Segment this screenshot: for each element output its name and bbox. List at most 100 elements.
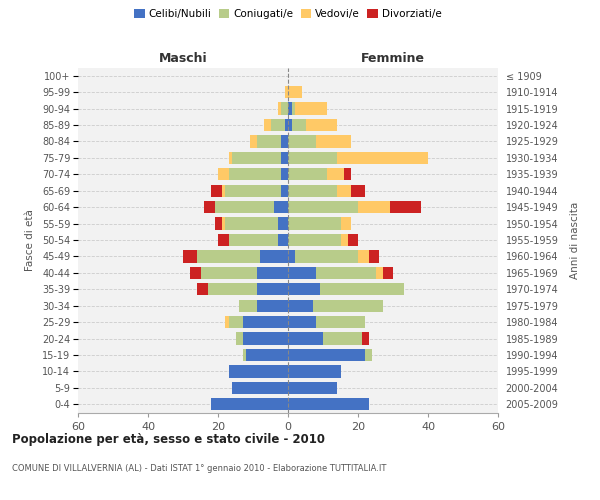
Bar [288,218,341,230]
Bar [281,136,288,147]
Text: Maschi: Maschi [158,52,208,65]
Bar [200,266,257,279]
Bar [341,218,351,230]
Text: Femmine: Femmine [361,52,425,65]
Bar [316,316,365,328]
Bar [326,168,344,180]
Bar [337,184,351,197]
Bar [288,316,316,328]
Bar [277,234,288,246]
Bar [242,332,288,344]
Y-axis label: Anni di nascita: Anni di nascita [569,202,580,278]
Bar [242,316,288,328]
Bar [218,168,229,180]
Bar [197,250,260,262]
Bar [288,234,341,246]
Bar [284,86,288,99]
Bar [277,218,288,230]
Bar [271,119,284,131]
Bar [347,234,358,246]
Bar [316,266,376,279]
Bar [344,168,351,180]
Bar [257,266,288,279]
Bar [288,349,365,361]
Bar [288,119,292,131]
Bar [281,184,288,197]
Bar [242,349,246,361]
Bar [232,382,288,394]
Y-axis label: Fasce di età: Fasce di età [25,209,35,271]
Bar [281,168,288,180]
Bar [284,119,288,131]
Bar [389,201,421,213]
Bar [257,300,288,312]
Bar [288,86,302,99]
Legend: Celibi/Nubili, Coniugati/e, Vedovi/e, Divorziati/e: Celibi/Nubili, Coniugati/e, Vedovi/e, Di… [130,5,446,24]
Bar [288,152,337,164]
Bar [316,136,351,147]
Bar [221,184,225,197]
Bar [197,283,208,296]
Bar [225,184,281,197]
Text: COMUNE DI VILLALVERNIA (AL) - Dati ISTAT 1° gennaio 2010 - Elaborazione TUTTITAL: COMUNE DI VILLALVERNIA (AL) - Dati ISTAT… [12,464,386,473]
Bar [288,366,341,378]
Bar [211,184,221,197]
Bar [229,234,277,246]
Bar [288,201,358,213]
Bar [246,349,288,361]
Bar [257,283,288,296]
Bar [376,266,383,279]
Bar [313,300,383,312]
Bar [323,332,361,344]
Bar [204,201,215,213]
Bar [190,266,200,279]
Bar [221,218,225,230]
Bar [225,316,229,328]
Bar [337,152,428,164]
Bar [229,316,242,328]
Bar [263,119,271,131]
Bar [288,283,320,296]
Bar [250,136,257,147]
Bar [368,250,379,262]
Bar [218,234,229,246]
Bar [295,250,358,262]
Bar [288,168,326,180]
Bar [295,102,326,115]
Bar [225,218,277,230]
Bar [208,283,257,296]
Bar [288,300,313,312]
Bar [281,102,288,115]
Bar [365,349,372,361]
Bar [215,201,274,213]
Bar [305,119,337,131]
Bar [229,168,281,180]
Text: Popolazione per età, sesso e stato civile - 2010: Popolazione per età, sesso e stato civil… [12,432,325,446]
Bar [235,332,242,344]
Bar [257,136,281,147]
Bar [183,250,197,262]
Bar [292,102,295,115]
Bar [229,366,288,378]
Bar [288,332,323,344]
Bar [358,201,389,213]
Bar [274,201,288,213]
Bar [281,152,288,164]
Bar [288,184,337,197]
Bar [260,250,288,262]
Bar [229,152,232,164]
Bar [215,218,221,230]
Bar [288,250,295,262]
Bar [288,398,368,410]
Bar [361,332,368,344]
Bar [383,266,393,279]
Bar [288,382,337,394]
Bar [288,136,316,147]
Bar [351,184,365,197]
Bar [341,234,347,246]
Bar [277,102,281,115]
Bar [239,300,257,312]
Bar [288,102,292,115]
Bar [292,119,305,131]
Bar [232,152,281,164]
